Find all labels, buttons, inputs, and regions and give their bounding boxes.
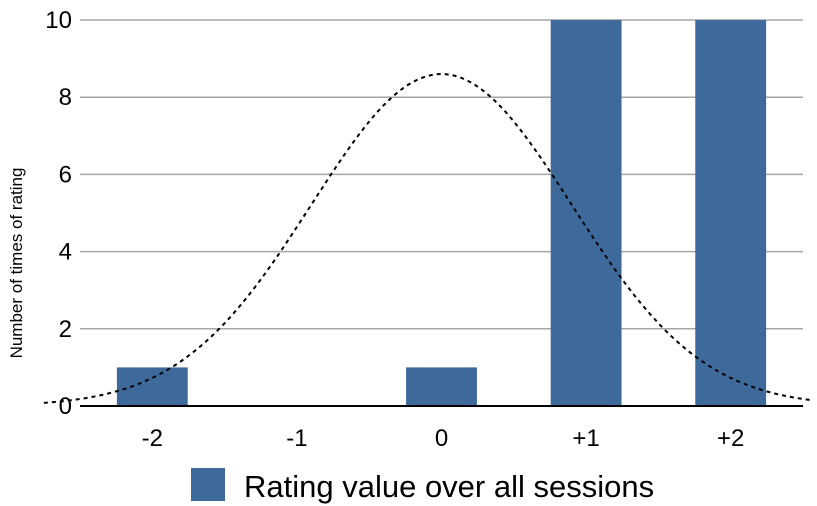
y-gridlines — [80, 19, 803, 330]
x-tick-label: 0 — [435, 425, 448, 452]
x-tick-labels: -2 -1 0 +1 +2 — [142, 425, 745, 452]
bar-+2 — [695, 20, 767, 406]
bar-0 — [406, 367, 477, 406]
y-tick-labels: 0 2 4 6 8 10 — [45, 7, 72, 420]
y-tick-label: 2 — [59, 316, 72, 343]
legend: Rating value over all sessions — [191, 468, 654, 504]
x-tick-label: -1 — [286, 425, 307, 452]
bar-series — [116, 20, 767, 406]
x-tick-label: +1 — [572, 425, 599, 452]
y-tick-label: 4 — [59, 239, 72, 266]
y-axis-label: Number of times of rating — [7, 168, 26, 359]
y-tick-label: 0 — [59, 393, 72, 420]
bar--2 — [116, 367, 188, 406]
y-tick-label: 6 — [59, 161, 72, 188]
y-tick-label: 10 — [45, 7, 72, 34]
legend-label: Rating value over all sessions — [244, 469, 654, 504]
bar-+1 — [550, 20, 622, 406]
x-tick-label: -2 — [142, 425, 163, 452]
y-tick-label: 8 — [59, 84, 72, 111]
legend-swatch — [191, 468, 225, 501]
x-tick-label: +2 — [717, 425, 744, 452]
normal-curve-overlay — [43, 72, 811, 404]
